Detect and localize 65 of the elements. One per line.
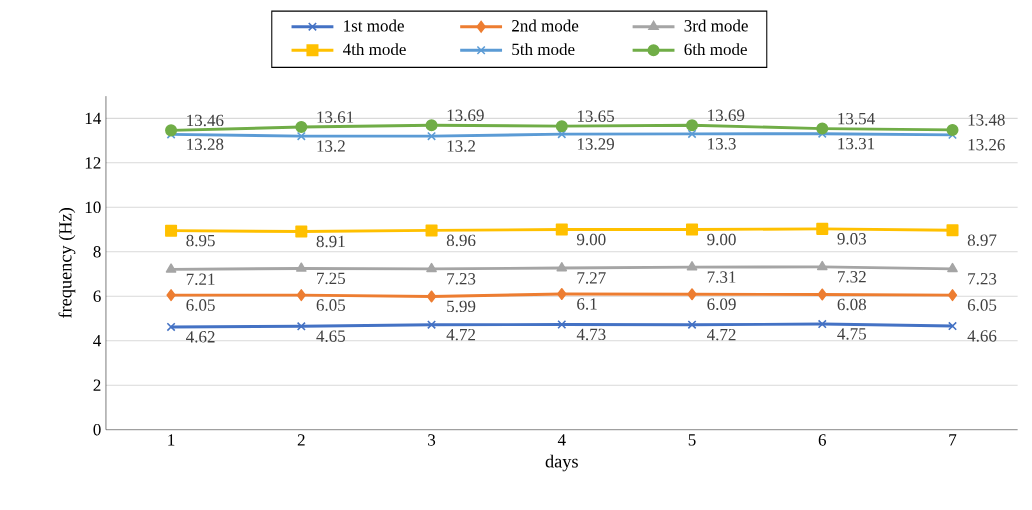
data-label: 13.26 (968, 138, 1005, 151)
legend-label: 5th mode (512, 43, 575, 56)
data-label: 4.73 (576, 328, 606, 341)
data-label: 13.31 (838, 137, 875, 150)
data-label: 6.1 (577, 298, 597, 310)
data-label: 5.99 (447, 300, 476, 313)
data-label: 9.00 (576, 233, 606, 246)
data-label: 13.65 (577, 110, 615, 122)
data-label: 7.27 (577, 272, 606, 284)
legend-label: 6th mode (684, 43, 747, 56)
data-label: 9.03 (837, 233, 867, 245)
data-label: 8.91 (316, 235, 345, 248)
data-label: 4.72 (707, 328, 736, 341)
data-label: 7.32 (838, 271, 866, 283)
data-label: 4.66 (967, 330, 997, 342)
x-tick-label: 2 (297, 434, 305, 446)
data-label: 6.05 (967, 299, 997, 311)
y-tick-label: 8 (93, 246, 101, 258)
data-label: 13.2 (317, 140, 345, 152)
data-label: 13.48 (968, 114, 1005, 126)
x-tick-label: 7 (949, 434, 957, 446)
data-label: 13.29 (577, 138, 614, 150)
y-tick-label: 4 (93, 335, 102, 347)
x-tick-label: 6 (818, 434, 827, 446)
legend-label: 2nd mode (512, 19, 579, 32)
data-label: 13.54 (838, 112, 875, 125)
legend-label: 1st mode (344, 19, 404, 32)
data-label: 4.72 (446, 328, 476, 341)
y-tick-label: 0 (93, 423, 101, 436)
data-label: 4.62 (186, 331, 215, 343)
x-tick-label: 3 (428, 434, 436, 446)
x-tick-label: 1 (168, 434, 175, 446)
data-label: 9.00 (707, 233, 736, 246)
data-label: 13.69 (708, 109, 745, 122)
data-label: 6.05 (186, 299, 215, 311)
legend-label: 4th mode (343, 43, 406, 56)
data-label: 13.61 (317, 111, 354, 123)
legend-label: 3rd mode (684, 19, 748, 32)
data-label: 4.65 (316, 330, 346, 342)
data-label: 8.96 (446, 234, 476, 247)
y-tick-label: 2 (93, 379, 101, 391)
data-label: 13.3 (708, 138, 736, 150)
data-label: 7.25 (317, 272, 346, 285)
data-label: 4.75 (837, 328, 867, 340)
y-axis-title: frequency (Hz) (58, 208, 76, 318)
y-tick-label: 10 (85, 201, 101, 213)
data-label: 13.28 (187, 138, 224, 151)
data-label: 8.95 (186, 234, 215, 247)
data-label: 8.97 (967, 234, 997, 246)
data-label: 6.09 (707, 298, 736, 310)
data-label: 13.2 (447, 140, 476, 152)
x-tick-label: 5 (688, 434, 696, 446)
data-label: 7.23 (447, 273, 476, 285)
y-tick-label: 12 (85, 157, 101, 169)
data-label: 13.46 (187, 114, 224, 127)
y-tick-label: 14 (85, 112, 102, 124)
y-tick-label: 6 (93, 290, 101, 302)
x-axis-title: days (545, 454, 578, 472)
data-label: 6.08 (837, 298, 867, 311)
data-label: 7.23 (968, 273, 997, 285)
x-tick-label: 4 (557, 434, 566, 446)
data-label: 6.05 (316, 299, 346, 311)
data-label: 7.21 (186, 273, 215, 285)
data-label: 13.69 (447, 109, 484, 122)
data-label: 7.31 (707, 271, 736, 283)
